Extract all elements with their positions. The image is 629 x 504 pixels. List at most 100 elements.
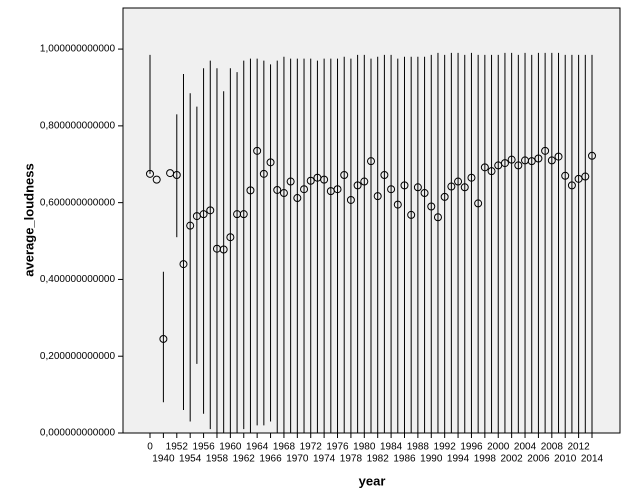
mean-point bbox=[588, 151, 596, 160]
y-tick-label: 0,400000000000 bbox=[40, 274, 116, 285]
x-tick-label: 1974 bbox=[313, 454, 336, 465]
x-tick-label: 2002 bbox=[501, 454, 524, 465]
x-tick-label: 1968 bbox=[273, 442, 296, 453]
x-tick-label: 1976 bbox=[326, 442, 349, 453]
mean-point bbox=[279, 189, 288, 198]
mean-point bbox=[527, 157, 536, 166]
mean-point bbox=[541, 146, 550, 155]
mean-point bbox=[152, 175, 161, 184]
x-tick-label: 1988 bbox=[407, 442, 430, 453]
y-tick-label: 0,000000000000 bbox=[40, 428, 116, 439]
mean-point bbox=[333, 185, 342, 194]
mean-point bbox=[306, 176, 315, 185]
x-tick-label: 1986 bbox=[393, 454, 416, 465]
y-tick-label: 0,600000000000 bbox=[40, 197, 116, 208]
x-tick-label: 1966 bbox=[259, 454, 282, 465]
mean-point bbox=[581, 172, 590, 181]
x-tick-label: 2012 bbox=[567, 442, 590, 453]
mean-point bbox=[340, 171, 349, 180]
mean-point bbox=[367, 157, 375, 166]
mean-point bbox=[413, 183, 422, 192]
x-tick-label: 1982 bbox=[367, 454, 390, 465]
x-tick-label: 2004 bbox=[514, 442, 537, 453]
mean-point bbox=[226, 233, 235, 242]
mean-point bbox=[286, 177, 295, 186]
x-tick-label: 1958 bbox=[206, 454, 229, 465]
mean-point bbox=[239, 210, 248, 219]
y-axis-title: average_loudness bbox=[21, 163, 36, 276]
x-tick-label: 1980 bbox=[353, 442, 376, 453]
x-tick-label: 1978 bbox=[340, 454, 363, 465]
x-tick-label: 2010 bbox=[554, 454, 577, 465]
mean-point bbox=[259, 169, 268, 178]
x-axis-title: year bbox=[359, 473, 386, 488]
mean-point bbox=[480, 163, 489, 172]
mean-point bbox=[246, 186, 255, 195]
mean-point bbox=[387, 185, 396, 194]
mean-point bbox=[380, 171, 389, 180]
x-tick-label: 1998 bbox=[474, 454, 497, 465]
mean-point bbox=[293, 194, 302, 203]
mean-point bbox=[300, 185, 309, 194]
mean-point bbox=[407, 210, 416, 219]
mean-point bbox=[567, 181, 576, 190]
mean-point bbox=[454, 177, 463, 186]
mean-point bbox=[433, 213, 442, 222]
mean-point bbox=[427, 202, 436, 211]
mean-point bbox=[320, 175, 329, 184]
mean-point bbox=[172, 171, 181, 180]
mean-point bbox=[440, 192, 449, 201]
x-tick-label: 1994 bbox=[447, 454, 470, 465]
x-tick-label: 2014 bbox=[581, 454, 604, 465]
mean-point bbox=[393, 200, 402, 209]
mean-point bbox=[420, 189, 429, 198]
mean-point bbox=[219, 245, 228, 254]
mean-point bbox=[460, 183, 469, 192]
x-tick-label: 1956 bbox=[192, 442, 215, 453]
mean-point bbox=[554, 152, 563, 161]
mean-point bbox=[500, 159, 509, 168]
mean-point bbox=[487, 167, 496, 176]
mean-point bbox=[360, 177, 369, 186]
x-tick-label: 1952 bbox=[166, 442, 189, 453]
mean-point bbox=[507, 155, 516, 164]
y-tick-label: 0,200000000000 bbox=[40, 351, 116, 362]
mean-point bbox=[467, 173, 476, 182]
mean-point bbox=[206, 206, 215, 215]
x-tick-label: 1992 bbox=[434, 442, 457, 453]
mean-point bbox=[266, 158, 275, 167]
mean-point bbox=[547, 156, 556, 165]
x-tick-label: 1972 bbox=[300, 442, 323, 453]
x-tick-label: 1996 bbox=[460, 442, 483, 453]
x-tick-label: 0 bbox=[147, 442, 153, 453]
mean-point bbox=[199, 210, 208, 219]
x-tick-label: 1962 bbox=[233, 454, 256, 465]
mean-point bbox=[447, 182, 456, 191]
x-tick-label: 2008 bbox=[541, 442, 564, 453]
mean-point bbox=[561, 171, 570, 180]
y-tick-label: 0,800000000000 bbox=[40, 121, 116, 132]
mean-point bbox=[179, 260, 188, 269]
mean-point bbox=[186, 221, 195, 230]
x-tick-label: 1964 bbox=[246, 442, 269, 453]
mean-point bbox=[253, 146, 262, 155]
mean-point bbox=[373, 192, 382, 201]
y-tick-label: 1,000000000000 bbox=[40, 44, 116, 55]
x-tick-label: 2000 bbox=[487, 442, 510, 453]
x-tick-label: 1960 bbox=[219, 442, 242, 453]
x-tick-label: 1990 bbox=[420, 454, 443, 465]
x-tick-label: 1970 bbox=[286, 454, 309, 465]
mean-point bbox=[353, 181, 362, 190]
x-tick-label: 1984 bbox=[380, 442, 403, 453]
x-tick-label: 2006 bbox=[527, 454, 550, 465]
mean-point bbox=[474, 199, 483, 208]
mean-point bbox=[273, 185, 282, 194]
mean-point bbox=[534, 154, 543, 163]
mean-point bbox=[514, 161, 523, 170]
x-tick-label: 1954 bbox=[179, 454, 202, 465]
mean-point bbox=[159, 334, 168, 343]
mean-point bbox=[146, 169, 154, 178]
x-tick-label: 1940 bbox=[152, 454, 175, 465]
mean-point bbox=[400, 181, 409, 190]
